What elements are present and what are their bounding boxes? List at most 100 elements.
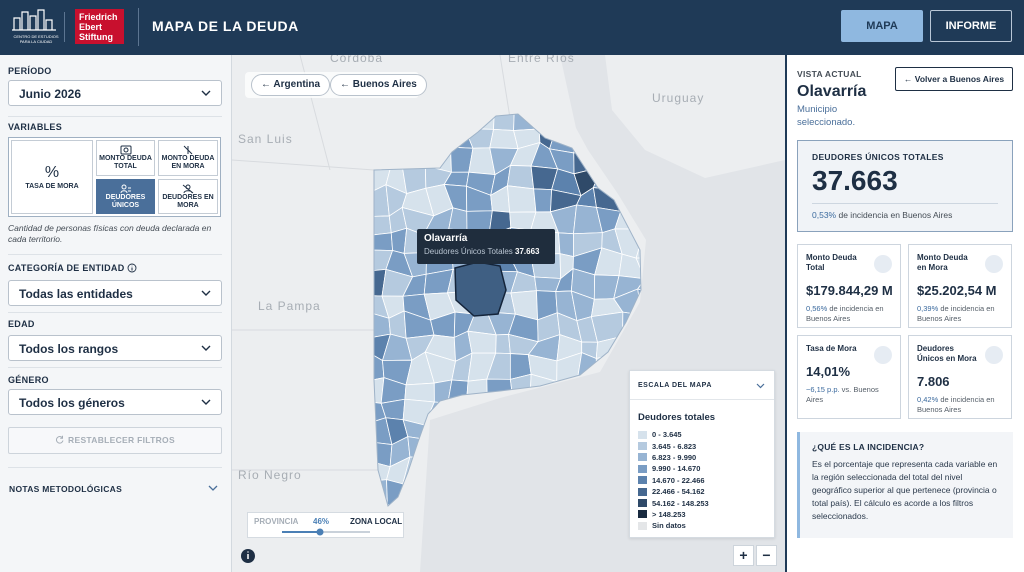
district[interactable] bbox=[506, 185, 537, 213]
reset-icon bbox=[56, 435, 64, 444]
view-label: VISTA ACTUAL bbox=[797, 69, 862, 79]
zoom-out[interactable]: − bbox=[756, 545, 777, 566]
card-icon bbox=[985, 346, 1003, 364]
tab-button[interactable]: INFORME bbox=[930, 10, 1012, 42]
legend-swatch bbox=[638, 499, 647, 508]
legend-label: 14.670 - 22.466 bbox=[652, 475, 705, 485]
info-icon[interactable] bbox=[127, 263, 137, 273]
select-value: Todos los géneros bbox=[19, 396, 125, 410]
scale-title: ESCALA DEL MAPA bbox=[638, 382, 712, 389]
district[interactable] bbox=[467, 330, 497, 354]
kpi-note: de incidencia en Buenos Aires bbox=[838, 210, 953, 220]
chevron[interactable] bbox=[756, 383, 765, 389]
tooltip-title: Olavarría bbox=[424, 233, 468, 244]
select-value: Todas las entidades bbox=[19, 287, 133, 301]
select-value: Todos los rangos bbox=[19, 342, 119, 356]
legend-item: Sin datos bbox=[638, 520, 709, 531]
app-title: MAPA DE LA DEUDA bbox=[152, 18, 299, 34]
variable-icon bbox=[183, 145, 193, 155]
legend-label: 0 - 3.645 bbox=[652, 430, 682, 440]
card-value: $25.202,54 M bbox=[917, 283, 997, 298]
province-borders bbox=[232, 55, 511, 471]
variable-option[interactable]: DEUDORES EN MORA bbox=[158, 179, 218, 214]
kpi-value: 37.663 bbox=[812, 165, 898, 196]
variable-option[interactable]: % TASA DE MORA bbox=[11, 140, 93, 214]
info-text: Es el porcentaje que representa cada var… bbox=[812, 459, 998, 521]
fes-word: Ebert bbox=[79, 22, 103, 32]
legend-swatch bbox=[638, 430, 647, 439]
main-kpi: DEUDORES ÚNICOS TOTALES 37.663 0,53% de … bbox=[797, 140, 1013, 232]
select[interactable]: Junio 2026 bbox=[8, 80, 222, 106]
field-label: EDAD bbox=[8, 319, 35, 329]
kpi-card: Monto Deuda en Mora $25.202,54 M 0,39% d… bbox=[908, 244, 1012, 328]
tooltip-label: Deudores Únicos Totales bbox=[424, 247, 513, 256]
card-note: de incidencia en Buenos Aires bbox=[917, 304, 995, 323]
logo-text: CENTRO DE ESTUDIOS PARA LA CIUDAD bbox=[13, 34, 59, 44]
breadcrumb[interactable]: ← Argentina bbox=[251, 74, 331, 96]
info-button[interactable] bbox=[241, 549, 255, 563]
legend-item: 0 - 3.645 bbox=[638, 429, 709, 440]
chevron bbox=[208, 485, 218, 491]
legend-swatch bbox=[638, 453, 647, 462]
legend-swatch bbox=[638, 510, 647, 519]
place-label: San Luis bbox=[238, 132, 293, 146]
zoom-in[interactable]: + bbox=[733, 545, 754, 566]
slider[interactable] bbox=[280, 528, 372, 536]
district[interactable] bbox=[618, 253, 645, 280]
legend-label: > 148.253 bbox=[652, 509, 686, 519]
separator bbox=[812, 203, 998, 204]
district[interactable] bbox=[637, 271, 664, 298]
notes-toggle[interactable]: NOTAS METODOLÓGICAS bbox=[9, 484, 123, 494]
kpi-card: Monto Deuda Total $179.844,29 M 0,56% de… bbox=[797, 244, 901, 328]
divider bbox=[138, 8, 139, 46]
card-icon bbox=[874, 255, 892, 273]
breadcrumb-text: Argentina bbox=[273, 79, 321, 90]
card-note: de incidencia en Buenos Aires bbox=[806, 304, 884, 323]
select-value: Junio 2026 bbox=[19, 87, 82, 101]
district[interactable] bbox=[404, 382, 435, 403]
breadcrumb-text: Buenos Aires bbox=[352, 79, 417, 90]
legend-title: Deudores totales bbox=[638, 412, 716, 423]
header: CENTRO DE ESTUDIOS PARA LA CIUDAD Friedr… bbox=[0, 0, 1024, 55]
legend-item: 6.823 - 9.990 bbox=[638, 452, 709, 463]
card-value: 7.806 bbox=[917, 374, 950, 389]
kpi-card: Deudores Únicos en Mora 7.806 0,42% de i… bbox=[908, 335, 1012, 419]
info-box: ¿QUÉ ES LA INCIDENCIA? Es el porcentaje … bbox=[797, 432, 1013, 538]
separator bbox=[8, 116, 222, 117]
district[interactable] bbox=[506, 165, 535, 190]
variable-icon bbox=[182, 184, 194, 193]
reset-button[interactable]: RESTABLECER FILTROS bbox=[8, 427, 222, 454]
select[interactable]: Todos los rangos bbox=[8, 335, 222, 361]
card-icon bbox=[985, 255, 1003, 273]
legend-swatch bbox=[638, 476, 647, 485]
place-label: Entre Ríos bbox=[508, 55, 575, 65]
district[interactable] bbox=[558, 232, 574, 258]
kpi-note-value: 0,53% bbox=[812, 210, 837, 220]
back-button[interactable]: ← Volver a Buenos Aires bbox=[895, 67, 1013, 91]
tab-button[interactable]: MAPA bbox=[841, 10, 923, 42]
field-label: CATEGORÍA DE ENTIDAD bbox=[8, 263, 137, 273]
select[interactable]: Todas las entidades bbox=[8, 280, 222, 306]
variable-label: MONTO DEUDA EN MORA bbox=[161, 155, 215, 170]
land bbox=[605, 55, 785, 178]
chevron bbox=[201, 345, 211, 351]
select[interactable]: Todos los géneros bbox=[8, 389, 222, 415]
variable-option[interactable]: DEUDORES ÚNICOS bbox=[96, 179, 155, 214]
legend-swatch bbox=[638, 464, 647, 473]
place-label: Uruguay bbox=[652, 91, 704, 105]
variable-option[interactable]: MONTO DEUDA EN MORA bbox=[158, 140, 218, 176]
chevron bbox=[201, 399, 211, 405]
district[interactable] bbox=[495, 334, 511, 354]
legend-label: 22.466 - 54.162 bbox=[652, 487, 705, 497]
field-label: GÉNERO bbox=[8, 375, 49, 385]
variable-option[interactable]: MONTO DEUDA TOTAL bbox=[96, 140, 155, 176]
variable-icon bbox=[120, 145, 131, 155]
tooltip: Olavarría Deudores Únicos Totales 37.663 bbox=[417, 229, 555, 264]
district[interactable] bbox=[533, 188, 553, 213]
legend-swatch bbox=[638, 487, 647, 496]
breadcrumb[interactable]: ← Buenos Aires bbox=[330, 74, 427, 96]
field-label: PERÍODO bbox=[8, 66, 52, 76]
place-label: Río Negro bbox=[238, 468, 302, 482]
